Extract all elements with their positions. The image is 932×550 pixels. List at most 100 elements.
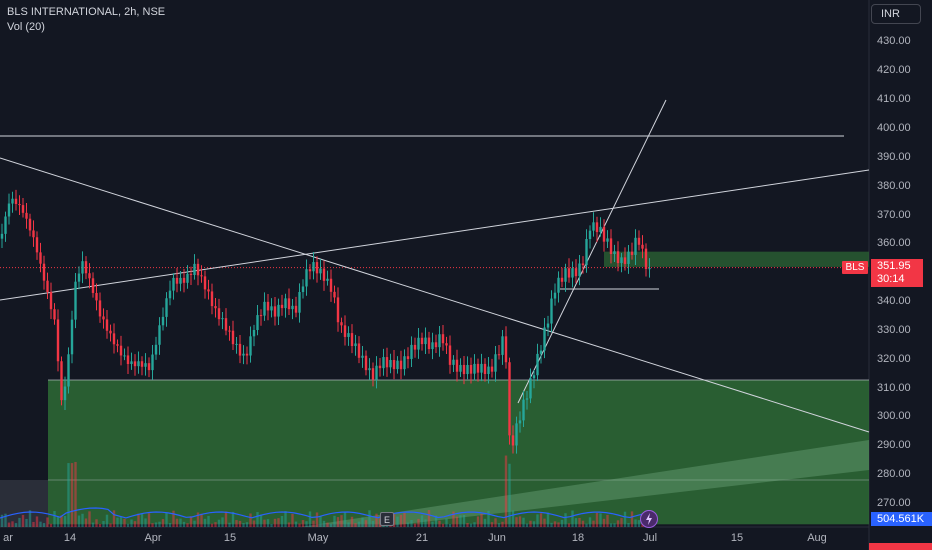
volume-bar (406, 522, 410, 527)
candle-body (567, 268, 571, 278)
currency-button[interactable]: INR (871, 4, 921, 24)
volume-bar (410, 520, 413, 527)
candle-body (438, 334, 441, 348)
volume-bar (333, 515, 336, 527)
candle-body (382, 357, 385, 369)
candle-body (259, 315, 263, 317)
volume-bar (343, 511, 347, 527)
volume-bar (77, 515, 81, 527)
volume-bar (270, 523, 273, 527)
volume-bar (0, 514, 4, 527)
candle-body (613, 251, 616, 255)
candle-body (4, 216, 7, 234)
candle-body (277, 304, 280, 317)
date-tick: Jun (488, 532, 506, 544)
candle-body (42, 263, 46, 281)
volume-bar (606, 514, 609, 527)
candle-body (165, 298, 168, 317)
candle-body (189, 273, 193, 275)
price-tick: 270.00 (877, 497, 911, 509)
candle-body (588, 230, 592, 240)
candle-body (343, 325, 347, 337)
candle-body (228, 330, 231, 332)
candle-body (329, 278, 333, 292)
candle-body (357, 343, 361, 358)
volume-bar (301, 520, 305, 527)
candle-body (375, 365, 378, 380)
volume-bar (4, 513, 7, 527)
candle-body (249, 336, 252, 356)
candle-body (424, 337, 427, 345)
volume-bar (308, 511, 312, 527)
candle-body (553, 292, 557, 299)
volume-bar (480, 513, 483, 527)
candle-body (39, 252, 42, 264)
volume-bar (200, 513, 203, 527)
candle-body (263, 301, 266, 316)
price-tick: 320.00 (877, 353, 911, 365)
last-price-tag: 351.95 30:14 (871, 259, 923, 287)
volume-bar (518, 516, 522, 527)
candle-body (298, 292, 301, 313)
candle-body (578, 263, 581, 277)
volume-bar (67, 463, 70, 527)
chart-title[interactable]: BLS INTERNATIONAL, 2h, NSE (7, 6, 166, 18)
candle-body (25, 212, 28, 219)
volume-bar (165, 512, 168, 527)
candle-body (140, 361, 144, 367)
candle-body (144, 363, 147, 367)
candle-body (511, 435, 515, 446)
volume-bar (32, 521, 35, 527)
candle-body (616, 251, 620, 264)
earnings-badge[interactable]: E (380, 512, 394, 526)
volume-bar (217, 519, 221, 527)
flash-icon[interactable] (640, 510, 658, 528)
date-tick: 15 (730, 532, 744, 544)
volume-bar (175, 518, 179, 527)
volume-bar (263, 519, 266, 527)
volume-bar (361, 517, 364, 527)
candle-body (203, 276, 207, 290)
volume-bar (277, 518, 280, 527)
candle-body (32, 230, 35, 238)
volume-bar (95, 519, 98, 527)
candle-body (245, 353, 249, 356)
candle-body (550, 298, 553, 324)
candle-body (399, 360, 403, 370)
price-tick: 280.00 (877, 468, 911, 480)
volume-bar (91, 522, 95, 527)
date-tick: Aug (807, 532, 827, 544)
volume-bar (189, 516, 193, 527)
volume-bar (595, 512, 599, 527)
candle-body (67, 354, 70, 387)
candle-body (56, 319, 60, 362)
candle-body (326, 278, 329, 281)
volume-bar (256, 512, 259, 527)
candle-body (7, 203, 11, 217)
volume-bar (592, 520, 595, 527)
volume-bar (623, 511, 627, 527)
volume-bar (581, 520, 585, 527)
candle-body (546, 323, 550, 328)
candle-body (459, 364, 462, 372)
volume-bar (203, 518, 207, 527)
volume-bar (7, 522, 11, 527)
candle-body (284, 298, 287, 309)
volume-bar (221, 517, 224, 527)
volume-bar (315, 512, 319, 527)
candle-body (497, 354, 501, 356)
candle-body (270, 306, 273, 311)
volume-bar (147, 513, 151, 527)
candle-body (105, 319, 109, 331)
volume-bar (378, 518, 382, 527)
volume-bar (28, 510, 32, 527)
candle-body (109, 330, 112, 334)
candle-body (14, 198, 18, 205)
candle-body (413, 344, 417, 350)
volume-bar (354, 523, 357, 527)
volume-bar (487, 510, 490, 527)
candle-body (595, 222, 599, 233)
price-tick: 330.00 (877, 324, 911, 336)
volume-indicator-label[interactable]: Vol (20) (7, 21, 45, 33)
